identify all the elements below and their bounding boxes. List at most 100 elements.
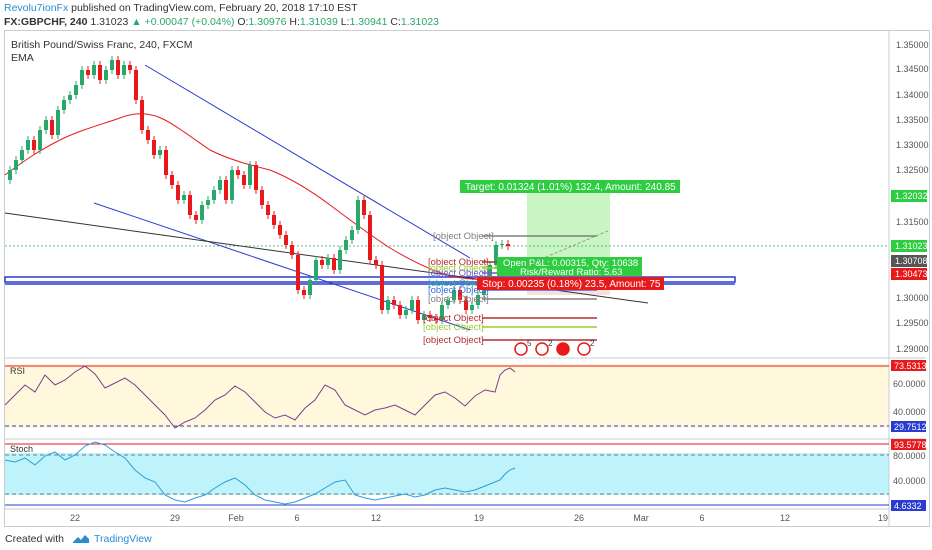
candle-body	[416, 300, 420, 320]
stop-label-box[interactable]	[477, 277, 664, 290]
channel-lower[interactable]	[93, 202, 471, 331]
chart-canvas[interactable]: [object Object][object Object][object Ob…	[0, 0, 932, 527]
candle-body	[284, 235, 288, 245]
event-icon[interactable]	[535, 342, 549, 356]
stoch-tick: 80.0000	[893, 451, 926, 461]
published-text: published on TradingView.com, February 2…	[68, 2, 358, 14]
candle-body	[194, 215, 198, 220]
stoch-upper-value: 93.5778	[894, 440, 927, 450]
rsi-upper-badge	[891, 360, 926, 371]
candle-body	[326, 258, 330, 265]
candle-body	[50, 120, 54, 135]
candle-body	[374, 260, 378, 265]
candle-body	[338, 250, 342, 270]
candle-body	[230, 170, 234, 200]
price-axis[interactable]: 1.35000 1.34500 1.34000 1.33500 1.33000 1.325…	[896, 40, 929, 354]
candle-body	[110, 60, 114, 70]
price-change: ▲ +0.00047 (+0.04%)	[131, 16, 235, 28]
candle-body	[92, 65, 96, 75]
price-tick: 1.32500	[896, 165, 929, 175]
close-value: 1.31023	[400, 16, 439, 28]
rsi-line	[4, 365, 516, 429]
event-icon[interactable]	[514, 342, 528, 356]
candle-body	[200, 205, 204, 220]
chart-legend: British Pound/Swiss Franc, 240, FXCM EMA	[11, 39, 192, 65]
candle-body	[506, 244, 510, 246]
price-badge	[891, 268, 927, 280]
event-count: 2	[548, 339, 553, 348]
time-tick: Mar	[633, 513, 649, 523]
candle-body	[278, 225, 282, 235]
channel-upper[interactable]	[144, 64, 471, 259]
event-icons[interactable]: 5 2 2	[514, 339, 595, 356]
candle-body	[32, 140, 36, 150]
close-label: C:	[390, 16, 401, 28]
time-tick: 19	[878, 513, 888, 523]
author-link[interactable]: Revolu7ionFx	[4, 2, 69, 14]
rsi-lower-value: 29.7512	[894, 422, 927, 432]
candle-body	[266, 205, 270, 215]
candle-body	[14, 160, 18, 170]
price-tick: 1.34500	[896, 64, 929, 74]
candle-body	[470, 305, 474, 310]
price-tick: 1.29000	[896, 344, 929, 354]
stoch-label: Stoch	[10, 444, 33, 454]
candle-body	[86, 70, 90, 75]
price-tick: 1.35000	[896, 40, 929, 50]
candle-body	[56, 110, 60, 135]
candle-body	[122, 65, 126, 75]
stoch-tick: 40.0000	[893, 476, 926, 486]
risk-reward-label: Risk/Reward Ratio: 5.63	[520, 267, 622, 278]
candle-body	[236, 170, 240, 175]
rsi-label: RSI	[10, 366, 25, 376]
candle-body	[26, 140, 30, 150]
candle-body	[20, 150, 24, 160]
target-label-box[interactable]	[460, 180, 680, 193]
stop-label: Stop: 0.00235 (0.18%) 23.5, Amount: 75	[482, 279, 661, 290]
candle-body	[422, 315, 426, 320]
high-label: H:	[289, 16, 300, 28]
candle-body	[272, 215, 276, 225]
candle-body	[170, 175, 174, 185]
event-count: 5	[527, 339, 532, 348]
candle-body	[380, 265, 384, 310]
price-tick: 1.30000	[896, 293, 929, 303]
candle-body	[464, 300, 468, 310]
price-badge	[891, 255, 927, 267]
fib-level-label: [object Object]	[423, 322, 484, 333]
candle-body	[68, 95, 72, 100]
rsi-tick: 40.0000	[893, 407, 926, 417]
candle-body	[74, 85, 78, 95]
candle-body	[140, 100, 144, 130]
candle-body	[458, 290, 462, 300]
time-tick: 6	[699, 513, 704, 523]
candle-body	[410, 300, 414, 310]
candle-body	[44, 120, 48, 130]
candle-body	[206, 200, 210, 205]
candle-body	[368, 215, 372, 260]
candlestick-series	[8, 56, 510, 324]
legend-indicator: EMA	[11, 52, 34, 64]
candle-body	[182, 195, 186, 200]
candle-body	[152, 140, 156, 155]
event-icon[interactable]	[577, 342, 591, 356]
price-axis-badges: 1.32032 1.31023 1.30708 1.30473	[891, 190, 928, 280]
support-zone[interactable]	[4, 276, 736, 283]
tradingview-brand[interactable]: TradingView	[93, 532, 152, 545]
high-value: 1.31039	[299, 16, 338, 28]
candle-body	[158, 150, 162, 155]
event-icon[interactable]	[556, 342, 570, 356]
candle-body	[428, 315, 432, 318]
price-badge-value: 1.30708	[895, 256, 928, 266]
ema-line	[4, 113, 501, 281]
time-axis[interactable]: 22 29 Feb 6 12 19 26 Mar 6 12 19	[70, 513, 888, 523]
time-tick: 12	[371, 513, 381, 523]
candle-body	[440, 305, 444, 320]
stoch-line	[4, 441, 516, 505]
pl-box[interactable]	[497, 257, 642, 276]
candle-body	[452, 290, 456, 300]
price-tick: 1.33500	[896, 115, 929, 125]
candle-body	[224, 180, 228, 200]
price-badge-value: 1.31023	[895, 241, 928, 251]
candle-body	[344, 240, 348, 250]
